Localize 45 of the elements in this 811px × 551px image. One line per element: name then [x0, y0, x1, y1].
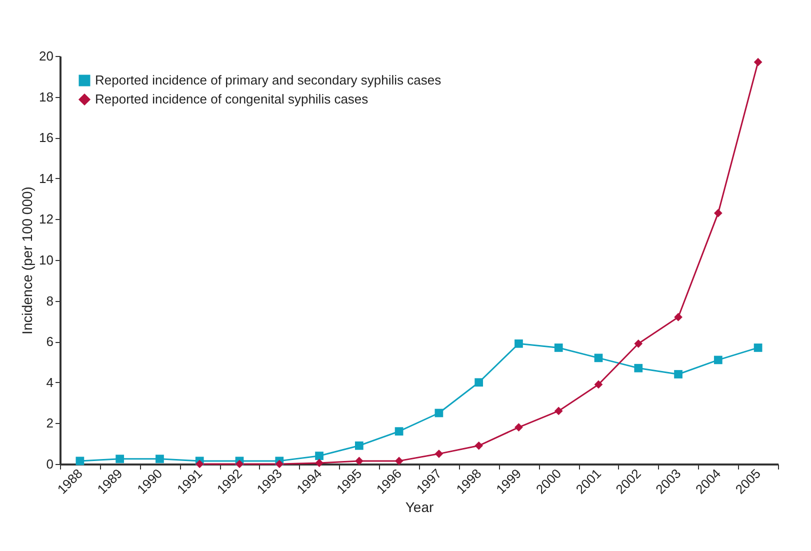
point [474, 378, 484, 387]
point [354, 456, 364, 466]
point [554, 344, 563, 352]
y-tick-label: 8 [46, 293, 54, 308]
point [594, 354, 603, 362]
y-tick-label: 12 [39, 212, 54, 227]
point [514, 423, 523, 432]
point [434, 408, 444, 418]
point [714, 208, 722, 218]
point [514, 339, 523, 348]
point [634, 339, 643, 348]
point [275, 460, 284, 468]
point [754, 58, 762, 66]
point [754, 344, 762, 352]
point [594, 380, 603, 389]
point [714, 356, 722, 364]
y-tick-label: 18 [39, 89, 54, 104]
y-tick-label: 14 [39, 170, 54, 186]
point [554, 406, 563, 416]
point [76, 456, 84, 466]
point [474, 441, 484, 450]
point [116, 454, 124, 464]
y-tick-label: 0 [46, 456, 54, 472]
x-axis-title: Year [405, 498, 434, 515]
point [634, 364, 643, 372]
point [235, 460, 244, 468]
point [156, 454, 164, 464]
y-tick-label: 6 [46, 334, 54, 350]
point [315, 458, 324, 468]
point [394, 456, 404, 466]
y-tick-label: 20 [39, 48, 54, 64]
point [674, 370, 682, 378]
point [195, 460, 204, 468]
point [434, 450, 444, 458]
point [674, 312, 682, 322]
y-tick-label: 4 [46, 374, 54, 390]
point [354, 441, 364, 450]
point [394, 427, 404, 436]
legend-label: Reported incidence of primary and secondary syphilis cases [95, 72, 442, 88]
legend-label: Reported incidence of congenital syphilis cases [95, 92, 369, 106]
point [315, 452, 324, 460]
y-tick-label: 10 [39, 252, 54, 268]
y-tick-label: 2 [46, 416, 54, 431]
y-tick-label: 16 [39, 130, 54, 146]
y-axis-title: Incidence (per 100 000) [19, 186, 36, 334]
